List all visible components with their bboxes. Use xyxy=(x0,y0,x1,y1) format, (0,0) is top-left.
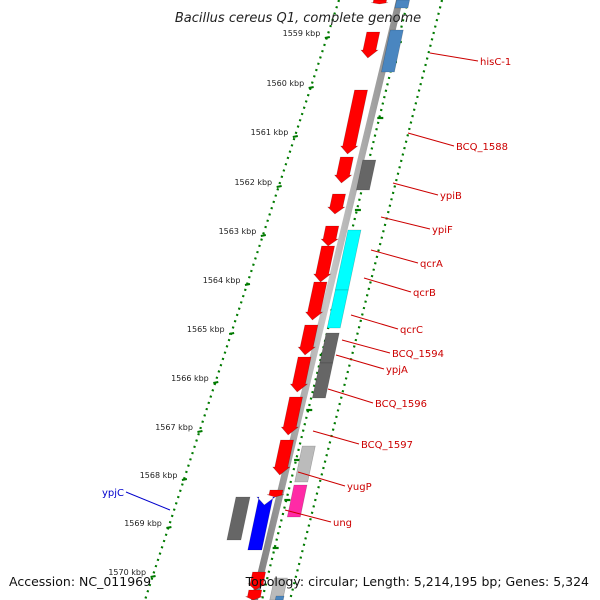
ruler-tick-label: 1567 kbp xyxy=(155,423,193,432)
ruler-tick-label: 1560 kbp xyxy=(266,79,304,88)
ruler-tick xyxy=(228,332,235,335)
ruler-tick-label: 1559 kbp xyxy=(283,29,321,38)
ruler-tick xyxy=(213,381,219,384)
gene-block-reverse xyxy=(269,577,288,600)
gene-arrow-forward xyxy=(333,156,354,184)
label-leader-line xyxy=(370,249,419,264)
gene-block-reverse xyxy=(326,289,349,329)
accession-text: Accession: NC_011969 xyxy=(9,574,152,589)
gene-label-qcrB: qcrB xyxy=(413,288,436,299)
label-leader-line xyxy=(407,132,455,147)
gene-block-reverse xyxy=(394,0,410,9)
topology-text: Topology: circular; Length: 5,214,195 bp… xyxy=(245,574,589,589)
gene-block-reverse xyxy=(381,29,404,73)
gene-block-reverse xyxy=(319,332,340,364)
ruler-tick-label: 1569 kbp xyxy=(124,519,162,528)
gene-arrow-forward xyxy=(272,439,294,476)
gene-arrow-forward xyxy=(304,281,328,321)
gene-label-BCQ_1588: BCQ_1588 xyxy=(456,142,508,153)
gene-arrow-forward xyxy=(266,489,285,498)
label-leader-line xyxy=(312,430,360,445)
label-leader-line xyxy=(363,277,412,293)
ruler-tick xyxy=(324,36,331,39)
label-leader-line xyxy=(350,314,399,330)
ruler-tick-label: 1562 kbp xyxy=(234,178,272,187)
ruler-tick xyxy=(197,430,203,433)
gene-arrow-forward xyxy=(245,589,263,600)
gene-arrow-forward xyxy=(327,193,346,215)
gene-label-ypiF: ypiF xyxy=(432,225,453,236)
ruler-tick-label: 1565 kbp xyxy=(187,325,225,334)
gene-label-ypjC: ypjC xyxy=(102,488,124,499)
gene-label-yugP: yugP xyxy=(347,482,372,493)
ruler-tick xyxy=(292,135,299,138)
ruler-tick-label: 1564 kbp xyxy=(203,276,241,285)
gene-track xyxy=(226,0,410,600)
ruler-tick-label: 1563 kbp xyxy=(219,227,257,236)
gene-block-reverse xyxy=(274,595,285,600)
gene-label-BCQ_1594: BCQ_1594 xyxy=(392,349,444,360)
ruler-tick xyxy=(181,478,188,481)
gene-label-BCQ_1597: BCQ_1597 xyxy=(361,440,413,451)
gene-label-hisC-1: hisC-1 xyxy=(480,57,511,68)
label-leader-line xyxy=(335,354,385,370)
gene-label-ypjA: ypjA xyxy=(386,365,408,376)
map-title: Bacillus cereus Q1, complete genome xyxy=(175,11,421,26)
ruler-tick-label: 1566 kbp xyxy=(171,374,209,383)
gene-block-reverse xyxy=(312,362,334,399)
label-leader-line xyxy=(392,182,439,196)
ruler-tick xyxy=(166,526,172,529)
ruler-tick-label: 1568 kbp xyxy=(140,471,178,480)
ruler-ring-inner-a xyxy=(288,0,444,600)
gene-arrow-forward xyxy=(289,356,312,393)
gene-arrow-forward xyxy=(280,396,303,436)
label-leader-line xyxy=(297,471,346,487)
ruler-tick xyxy=(308,86,314,89)
gene-label-ung: ung xyxy=(333,518,352,529)
ruler-tick xyxy=(244,283,251,286)
label-leader-line xyxy=(284,509,332,523)
gene-label-qcrC: qcrC xyxy=(400,325,423,336)
ruler-tick-label: 1561 kbp xyxy=(251,128,289,137)
gene-arrow-forward xyxy=(247,571,267,591)
gene-block-reverse xyxy=(286,484,308,518)
backbone-line xyxy=(251,0,403,600)
label-leader-line xyxy=(429,52,479,62)
gene-arrow-forward xyxy=(371,0,389,5)
gene-arrow-forward xyxy=(297,324,319,356)
gene-arrow-forward xyxy=(340,89,368,155)
gene-labels: hisC-1 BCQ_1588 ypiB ypiF qcrA qcrB qcrC BCQ_15… xyxy=(102,52,511,529)
gene-block-outer xyxy=(226,496,251,541)
gene-arrow-forward xyxy=(360,31,381,59)
gene-arrow-forward xyxy=(313,245,335,283)
ruler-tick xyxy=(276,185,282,188)
backbone xyxy=(251,0,403,600)
gene-block-reverse xyxy=(356,159,377,191)
label-leader-line xyxy=(125,491,171,511)
label-leader-line xyxy=(341,339,391,354)
ruler-tick-label: 1570 kbp xyxy=(108,568,146,577)
label-leader-line xyxy=(327,388,374,404)
gene-arrow-forward xyxy=(320,225,340,247)
gene-label-ypiB: ypiB xyxy=(440,191,462,202)
gene-arrow-outer xyxy=(247,496,276,551)
label-leader-line xyxy=(380,216,431,230)
ruler-tick xyxy=(260,234,267,237)
gene-label-BCQ_1596: BCQ_1596 xyxy=(375,399,427,410)
gene-label-qcrA: qcrA xyxy=(420,259,443,270)
ruler-tick xyxy=(150,575,156,578)
